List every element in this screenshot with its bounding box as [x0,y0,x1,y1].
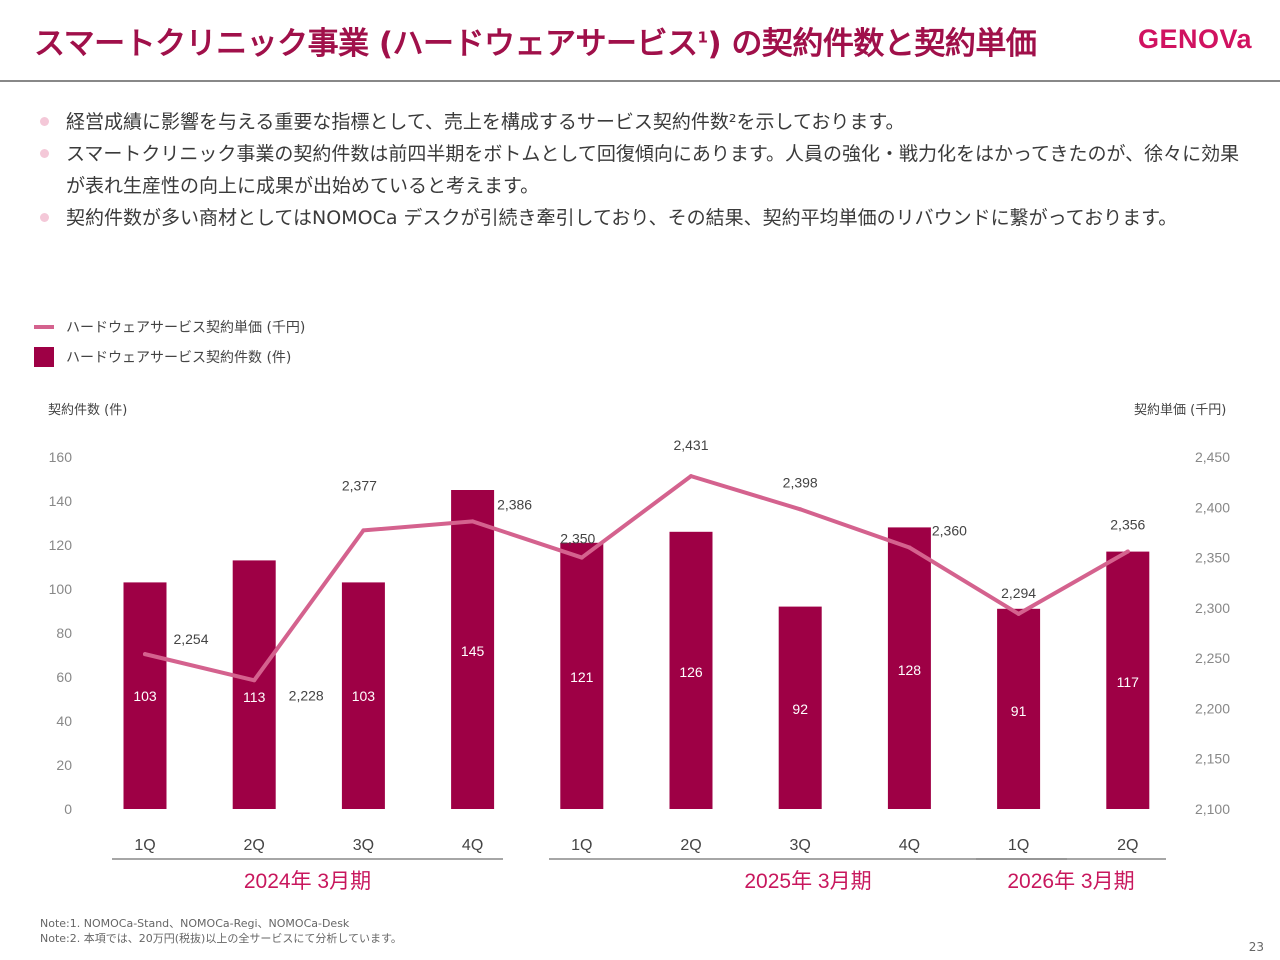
left-tick-label: 60 [56,669,72,685]
left-tick-label: 80 [56,625,72,641]
bullet-dot-icon [40,213,49,222]
bar-value-label: 145 [461,643,485,659]
left-tick-label: 0 [64,801,72,817]
right-tick-label: 2,300 [1195,600,1230,616]
bar [123,582,167,809]
right-axis-title: 契約単価 (千円) [1134,403,1227,418]
x-tick-label: 4Q [462,837,483,854]
bar [669,531,713,809]
right-tick-label: 2,250 [1195,650,1230,666]
left-tick-label: 20 [56,757,72,773]
bullet-list: 経営成績に影響を与える重要な指標として、売上を構成するサービス契約件数²を示して… [40,106,1250,234]
x-tick-label: 2Q [680,837,701,854]
fiscal-year-label: 2026年 3月期 [1007,870,1134,893]
line-value-label: 2,254 [173,631,208,647]
left-tick-label: 140 [49,493,73,509]
bar-value-label: 91 [1011,703,1027,719]
footnotes: Note:1. NOMOCa-Stand、NOMOCa-Regi、NOMOCa-… [40,916,402,946]
right-tick-label: 2,350 [1195,550,1230,566]
line-point [689,474,693,479]
left-tick-label: 120 [49,537,73,553]
line-value-label: 2,398 [783,474,818,490]
x-tick-label: 1Q [571,837,592,854]
page-title: スマートクリニック事業 (ハードウェアサービス1) の契約件数と契約単価 [34,26,1037,62]
line-point [1125,549,1130,554]
bullet-item: スマートクリニック事業の契約件数は前四半期をボトムとして回復傾向にあります。人員… [40,138,1250,202]
right-tick-label: 2,200 [1195,700,1230,716]
left-tick-label: 40 [56,713,72,729]
bullet-item: 契約件数が多い商材としてはNOMOCa デスクが引続き牽引しており、その結果、契… [40,202,1250,234]
bar [560,542,604,809]
footnote: Note:1. NOMOCa-Stand、NOMOCa-Regi、NOMOCa-… [40,917,350,930]
line-point [798,507,803,512]
right-tick-label: 2,150 [1195,751,1230,767]
genova-logo: GENOVa [1138,24,1253,54]
bullet-item: 経営成績に影響を与える重要な指標として、売上を構成するサービス契約件数²を示して… [40,106,1250,138]
left-tick-label: 100 [49,581,73,597]
bar-swatch-icon [34,347,54,367]
bar-value-label: 103 [133,688,157,704]
line-point [907,545,912,550]
bar-value-label: 92 [792,701,808,717]
line-point [143,652,147,657]
legend-item-count: ハードウェアサービス契約件数 (件) [34,342,305,372]
legend-item-price: ハードウェアサービス契約単価 (千円) [34,312,305,342]
fiscal-year-label: 2025年 3月期 [744,870,871,893]
price-line [143,474,1130,683]
x-tick-label: 3Q [353,837,374,854]
right-tick-label: 2,100 [1195,801,1230,817]
line-value-label: 2,356 [1110,517,1145,533]
fiscal-year-label: 2024年 3月期 [244,870,371,893]
bar [1106,551,1150,809]
footnote: Note:2. 本項では、20万円(税抜)以上の全サービスにて分析しています。 [40,932,402,945]
line-point [252,678,257,683]
bar-value-label: 128 [898,662,922,678]
bar-value-label: 121 [570,669,594,685]
page-number: 23 [1248,940,1264,954]
line-value-label: 2,386 [497,496,532,512]
x-tick-label: 2Q [1117,837,1138,854]
line-value-label: 2,228 [289,687,324,703]
bar [887,527,931,809]
line-value-label: 2,360 [932,523,967,539]
line-value-label: 2,294 [1001,585,1036,601]
left-tick-label: 160 [49,449,73,465]
bar [778,606,822,809]
bullet-dot-icon [40,117,49,126]
line-point [1016,611,1021,616]
header-divider [0,80,1280,82]
bar-value-label: 126 [679,664,703,680]
x-tick-label: 4Q [899,837,920,854]
right-tick-label: 2,450 [1195,449,1230,465]
line-value-label: 2,431 [673,437,708,453]
line-value-label: 2,377 [342,477,377,493]
line-point [470,519,475,524]
bar [341,582,385,809]
bullet-dot-icon [40,149,49,158]
line-point [579,555,584,560]
x-tick-label: 1Q [134,837,155,854]
bar [232,560,276,809]
right-tick-label: 2,400 [1195,499,1230,515]
line-point [361,528,366,533]
line-value-label: 2,350 [560,531,595,547]
bar-value-label: 117 [1117,674,1140,690]
bar-value-label: 113 [243,689,266,705]
bar-value-label: 103 [352,688,376,704]
chart-legend: ハードウェアサービス契約単価 (千円) ハードウェアサービス契約件数 (件) [34,312,305,372]
x-tick-label: 2Q [244,837,265,854]
left-axis-title: 契約件数 (件) [48,403,128,418]
line-swatch-icon [34,325,54,329]
x-tick-label: 3Q [790,837,811,854]
x-tick-label: 1Q [1008,837,1029,854]
bar [451,490,495,809]
bar [997,608,1041,809]
